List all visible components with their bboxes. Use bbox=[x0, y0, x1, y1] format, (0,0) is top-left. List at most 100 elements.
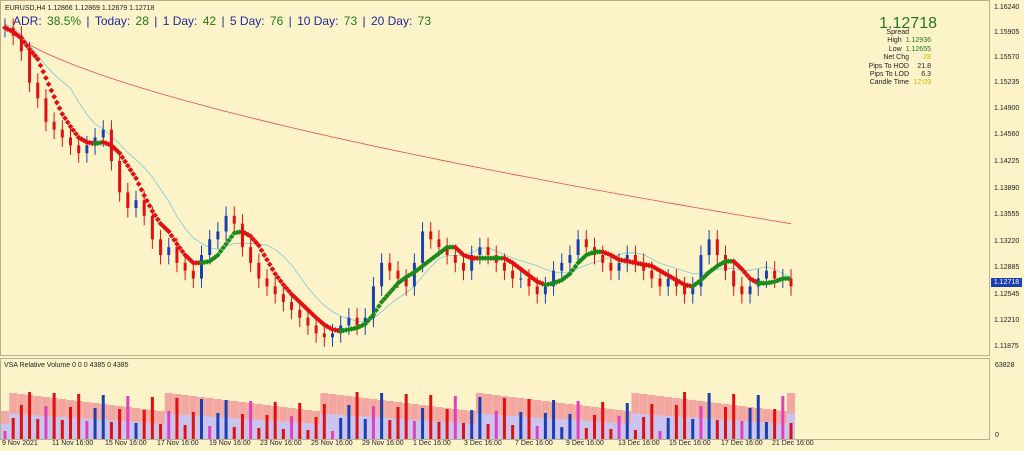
volume-bar bbox=[724, 407, 727, 439]
candle-body bbox=[650, 270, 654, 279]
volume-bar bbox=[699, 406, 703, 439]
fast-ma-dot bbox=[130, 171, 137, 177]
volume-bar bbox=[339, 418, 343, 439]
candle-body bbox=[478, 247, 482, 256]
candle-body bbox=[437, 239, 441, 248]
volume-bar bbox=[535, 426, 539, 439]
volume-bar bbox=[159, 424, 163, 439]
candle-body bbox=[322, 333, 326, 338]
price-tick: 1.13220 bbox=[994, 238, 1020, 245]
volume-bar bbox=[789, 423, 793, 439]
volume-bar bbox=[52, 393, 56, 439]
price-chart-panel[interactable]: EURUSD,H4 1.12866 1.12869 1.12679 1.1271… bbox=[0, 0, 990, 356]
volume-scale-max: 63828 bbox=[995, 362, 1015, 369]
candle-body bbox=[191, 270, 195, 279]
volume-bar bbox=[601, 402, 605, 439]
volume-bar bbox=[740, 421, 744, 439]
volume-bar bbox=[650, 404, 654, 439]
fast-ma-dot bbox=[376, 303, 382, 310]
price-tick: 1.13555 bbox=[994, 211, 1020, 218]
candle-body bbox=[331, 333, 334, 338]
price-tick: 1.12885 bbox=[994, 264, 1020, 271]
price-scale: 1.16240 1.15905 1.15570 1.15235 1.14900 … bbox=[990, 0, 1024, 440]
volume-bar bbox=[642, 417, 646, 439]
volume-bar bbox=[224, 400, 228, 439]
candle-body bbox=[462, 262, 465, 271]
candle-body bbox=[314, 325, 318, 334]
fast-ma-dot bbox=[286, 288, 292, 294]
volume-bar bbox=[552, 400, 556, 439]
candle-body bbox=[707, 239, 711, 256]
fast-ma-dot bbox=[269, 266, 276, 272]
fast-ma-dot bbox=[127, 167, 134, 173]
volume-bar bbox=[322, 404, 326, 439]
volume-bar bbox=[486, 424, 490, 439]
fast-ma-dot bbox=[373, 307, 379, 314]
candle-body bbox=[764, 270, 768, 279]
volume-bar bbox=[314, 417, 318, 439]
fast-ma-dot bbox=[370, 311, 377, 318]
volume-bar bbox=[183, 425, 187, 439]
volume-bar bbox=[298, 403, 302, 439]
candle-body bbox=[44, 98, 48, 122]
candle-body bbox=[691, 286, 695, 295]
fast-ma-dot bbox=[266, 261, 273, 268]
fast-ma-dot bbox=[741, 269, 748, 276]
day20-value: 73 bbox=[417, 14, 431, 28]
candle-body bbox=[306, 317, 310, 326]
candle-body bbox=[789, 278, 793, 287]
candle-body bbox=[371, 286, 375, 318]
candle-body bbox=[134, 200, 138, 209]
candle-body bbox=[52, 121, 56, 130]
volume-bar bbox=[560, 427, 564, 439]
candle-body bbox=[560, 262, 564, 271]
price-tick: 1.15905 bbox=[994, 29, 1020, 36]
fast-ma-dot bbox=[384, 292, 390, 299]
volume-bar bbox=[633, 430, 637, 439]
price-tick: 1.14900 bbox=[994, 105, 1020, 112]
fast-ma-dot bbox=[155, 216, 161, 223]
volume-bar bbox=[281, 429, 285, 439]
price-tick: 1.14560 bbox=[994, 131, 1020, 138]
volume-bar bbox=[658, 431, 662, 439]
candlestick-chart[interactable] bbox=[1, 1, 989, 355]
candle-body bbox=[290, 302, 294, 310]
volume-bar bbox=[593, 415, 596, 439]
candle-body bbox=[773, 270, 777, 279]
volume-panel[interactable] bbox=[0, 358, 990, 440]
fast-ma-dot bbox=[572, 263, 579, 270]
candle-body bbox=[298, 309, 302, 318]
candle-body bbox=[486, 247, 490, 256]
fast-ma-dot bbox=[217, 248, 224, 255]
volume-bar bbox=[707, 393, 711, 439]
volume-bar bbox=[527, 399, 531, 439]
volume-bar bbox=[462, 423, 465, 439]
fast-ma-dot bbox=[73, 131, 79, 137]
volume-bar bbox=[93, 408, 97, 439]
day10-value: 73 bbox=[343, 14, 358, 28]
fast-ma-dot bbox=[381, 296, 388, 302]
candle-body bbox=[715, 239, 719, 256]
candle-body bbox=[576, 239, 580, 256]
candle-body bbox=[396, 270, 400, 279]
volume-bar bbox=[494, 411, 498, 439]
time-tick: 7 Dec 16:00 bbox=[515, 440, 553, 447]
info-row-spread: Spread bbox=[886, 29, 909, 36]
candle-body bbox=[502, 262, 506, 271]
candle-body bbox=[732, 270, 736, 287]
fast-ma-dot bbox=[744, 272, 751, 279]
time-tick: 9 Dec 16:00 bbox=[566, 440, 604, 447]
volume-bar bbox=[576, 401, 580, 439]
candle-body bbox=[568, 255, 572, 263]
candle-body bbox=[683, 286, 687, 295]
time-tick: 23 Nov 16:00 bbox=[260, 440, 302, 447]
volume-band bbox=[328, 414, 337, 439]
volume-bar bbox=[257, 428, 261, 439]
candle-body bbox=[347, 317, 351, 326]
time-tick: 11 Nov 16:00 bbox=[52, 440, 94, 447]
candle-body bbox=[257, 262, 261, 279]
price-tick: 1.13890 bbox=[994, 185, 1020, 192]
candle-body bbox=[183, 262, 187, 271]
time-tick: 19 Nov 16:00 bbox=[209, 440, 251, 447]
candle-body bbox=[617, 262, 621, 271]
